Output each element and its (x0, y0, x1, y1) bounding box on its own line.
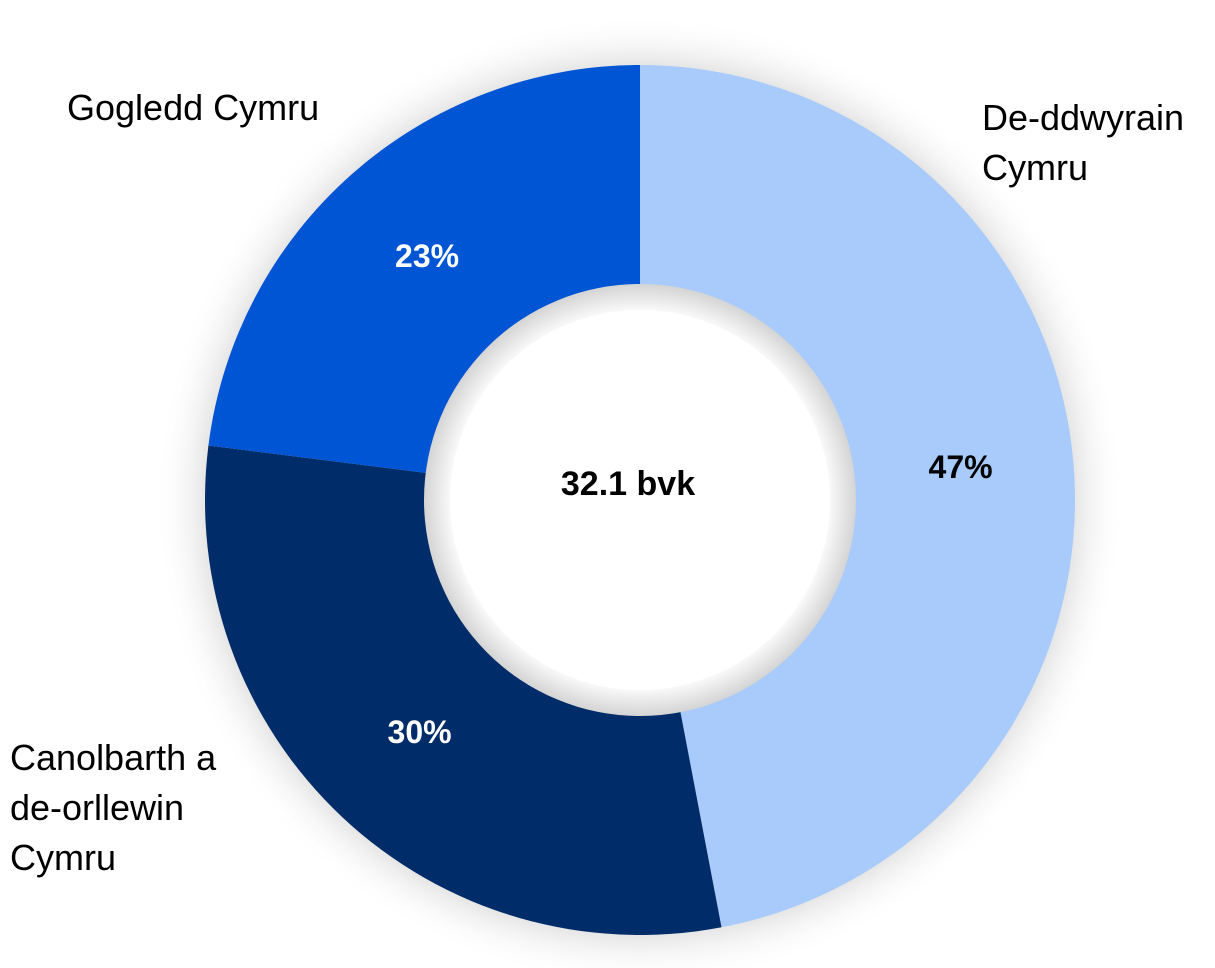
category-label-canolbarth-line1: Canolbarth a (10, 737, 217, 778)
category-label-de-ddwyrain: De-ddwyrain Cymru (982, 97, 1194, 188)
pct-label-canolbarth: 30% (388, 714, 452, 750)
slice-de-ddwyrain (640, 65, 1076, 928)
category-label-de-ddwyrain-line1: De-ddwyrain (982, 97, 1184, 138)
slice-gogledd (208, 65, 640, 475)
category-label-canolbarth-line2: de-orllewin (10, 787, 184, 828)
slice-canolbarth (205, 445, 722, 935)
donut-slices (205, 65, 1076, 935)
center-label: 32.1 bvk (561, 465, 695, 503)
pct-label-gogledd: 23% (395, 238, 459, 274)
category-label-gogledd-line1: Gogledd Cymru (67, 87, 319, 128)
category-label-canolbarth: Canolbarth a de-orllewin Cymru (10, 737, 226, 878)
category-label-gogledd: Gogledd Cymru (67, 87, 319, 128)
category-label-de-ddwyrain-line2: Cymru (982, 147, 1088, 188)
percent-labels: 47% 30% 23% (388, 238, 993, 750)
category-labels: De-ddwyrain Cymru Canolbarth a de-orllew… (10, 87, 1194, 878)
pct-label-de-ddwyrain: 47% (929, 449, 993, 485)
category-label-canolbarth-line3: Cymru (10, 837, 116, 878)
donut-hole-inner (450, 310, 830, 690)
